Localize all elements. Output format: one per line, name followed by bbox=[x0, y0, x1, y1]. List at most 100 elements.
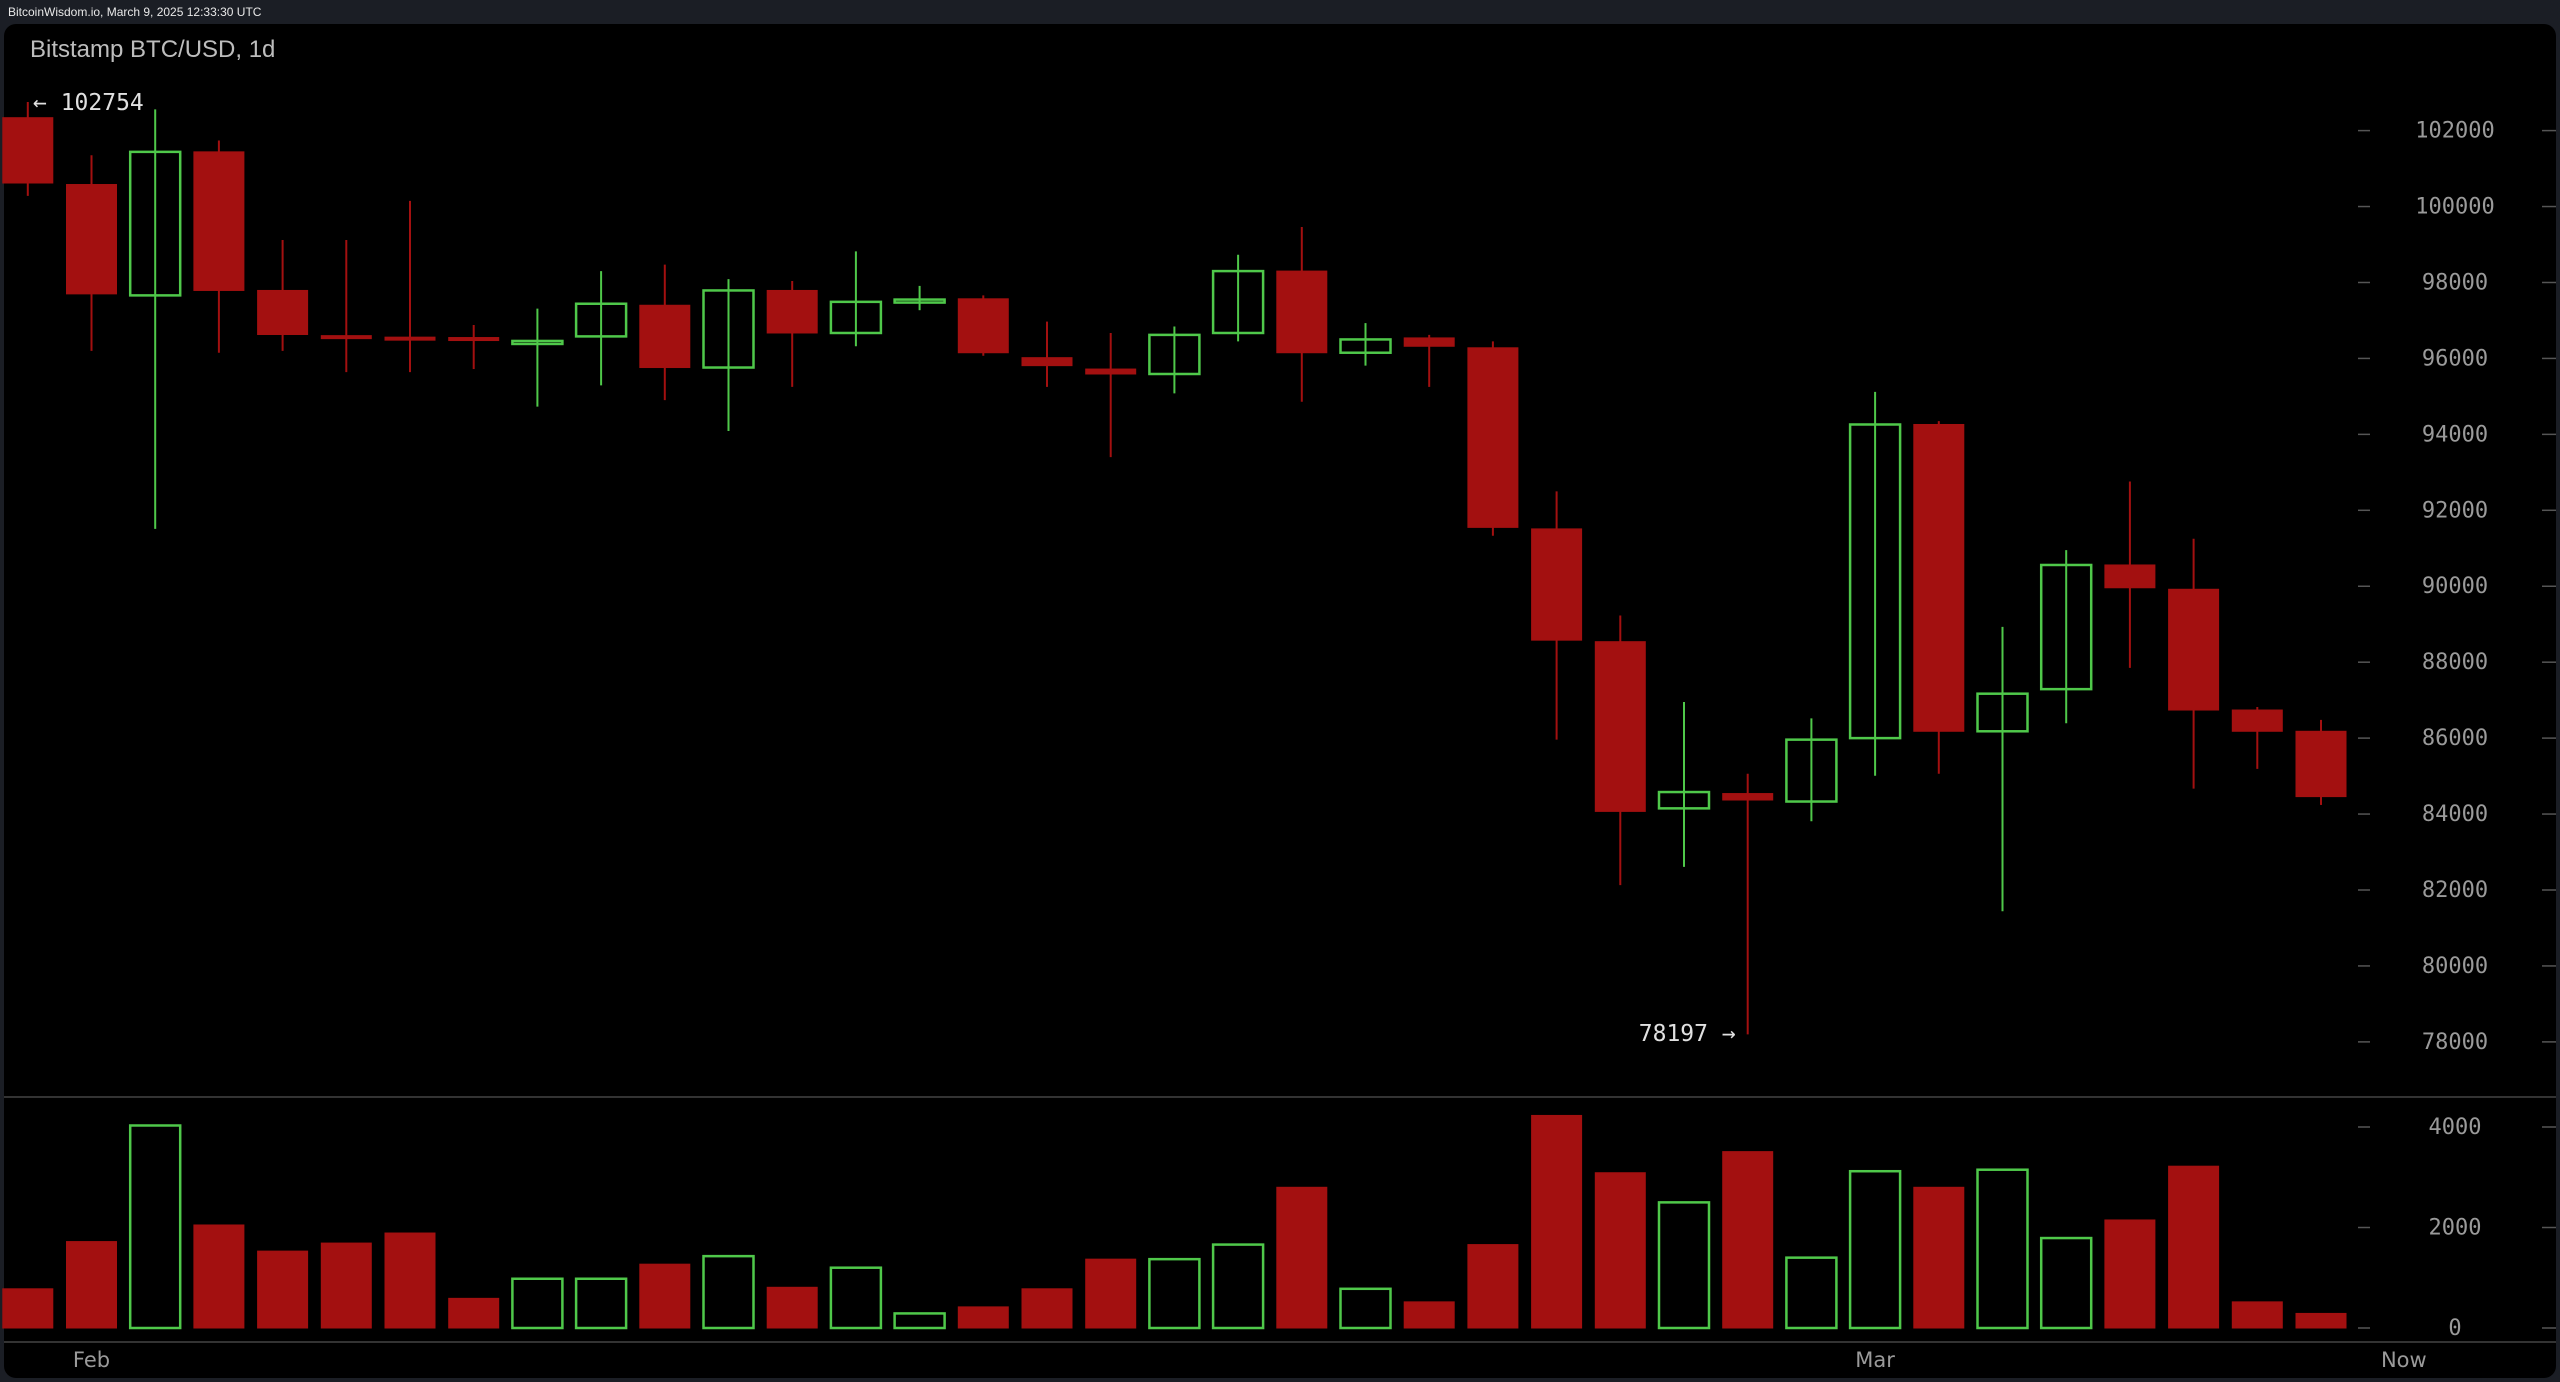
price-tick-label: 102000 bbox=[2415, 119, 2494, 144]
volume-bar-down bbox=[2104, 1219, 2156, 1329]
volume-bar-up bbox=[1976, 1168, 2029, 1330]
candle-body-down bbox=[193, 151, 245, 291]
price-tick-label: 96000 bbox=[2422, 346, 2488, 371]
x-tick-label-feb: Feb bbox=[73, 1348, 110, 1372]
candle-body-down bbox=[957, 298, 1009, 354]
price-tick-label: 88000 bbox=[2422, 650, 2488, 675]
candle-body-down bbox=[1594, 641, 1646, 812]
volume-bar-down bbox=[193, 1224, 245, 1329]
volume-bar-down bbox=[2168, 1165, 2220, 1329]
candle-body-down bbox=[1403, 337, 1455, 347]
high-price-annotation: ← 102754 bbox=[33, 90, 144, 116]
chart-panel bbox=[4, 24, 2556, 1378]
candle-body-down bbox=[2295, 730, 2347, 798]
volume-bar-up bbox=[128, 1124, 182, 1330]
candle-body-down bbox=[1722, 793, 1774, 801]
volume-tick-label: 4000 bbox=[2429, 1115, 2482, 1140]
candle-body-down bbox=[766, 289, 818, 334]
candle-body-down bbox=[448, 337, 500, 342]
volume-bar-up bbox=[1785, 1256, 1838, 1330]
x-tick-label-mar: Mar bbox=[1855, 1348, 1895, 1372]
candle-body-up bbox=[511, 339, 564, 346]
volume-tick-label: 0 bbox=[2448, 1316, 2461, 1341]
candle-body-down bbox=[66, 184, 117, 295]
price-tick-label: 80000 bbox=[2422, 954, 2488, 979]
candle-body-up bbox=[1785, 738, 1838, 803]
volume-bar-down bbox=[2, 1288, 54, 1329]
volume-bar-up bbox=[1211, 1243, 1265, 1330]
volume-bar-down bbox=[384, 1232, 436, 1329]
x-tick-label-now: Now bbox=[2381, 1348, 2427, 1372]
volume-bar-down bbox=[1913, 1186, 1965, 1329]
volume-tick-label: 2000 bbox=[2429, 1216, 2482, 1241]
volume-bar-up bbox=[893, 1312, 946, 1330]
candle-body-down bbox=[2168, 588, 2220, 711]
price-tick-label: 92000 bbox=[2422, 498, 2488, 523]
candle-body-down bbox=[384, 336, 436, 341]
volume-bar-down bbox=[1276, 1186, 1328, 1329]
candle-body-up bbox=[1657, 790, 1711, 810]
volume-bar-down bbox=[1531, 1114, 1583, 1329]
price-tick-label: 84000 bbox=[2422, 802, 2488, 827]
volume-bar-down bbox=[257, 1250, 309, 1329]
volume-bar-down bbox=[639, 1263, 691, 1329]
candle-body-up bbox=[1976, 692, 2029, 733]
candle-body-down bbox=[2, 117, 54, 184]
candle-body-down bbox=[639, 304, 691, 369]
candle-body-up bbox=[1339, 338, 1392, 354]
candle-body-up bbox=[1848, 423, 1902, 740]
volume-bar-up bbox=[1148, 1257, 1201, 1330]
price-tick-label: 100000 bbox=[2415, 195, 2494, 220]
volume-bar-down bbox=[2295, 1312, 2347, 1329]
price-tick-label: 94000 bbox=[2422, 422, 2488, 447]
volume-bar-down bbox=[766, 1286, 818, 1329]
candle-body-down bbox=[1467, 347, 1519, 528]
volume-bar-down bbox=[1021, 1288, 1073, 1329]
volume-bar-up bbox=[1848, 1169, 1902, 1330]
candle-body-up bbox=[1211, 269, 1265, 335]
candle-body-down bbox=[1531, 528, 1583, 641]
candle-body-up bbox=[128, 150, 182, 297]
volume-bar-up bbox=[702, 1254, 755, 1330]
volume-bar-down bbox=[1594, 1172, 1646, 1329]
price-tick-label: 98000 bbox=[2422, 270, 2488, 295]
candle-body-down bbox=[1913, 423, 1965, 732]
volume-bar-down bbox=[320, 1242, 372, 1329]
chart-title: Bitstamp BTC/USD, 1d bbox=[30, 36, 276, 63]
candle-body-down bbox=[1085, 368, 1137, 375]
volume-bar-down bbox=[957, 1306, 1009, 1329]
source-timestamp: BitcoinWisdom.io, March 9, 2025 12:33:30… bbox=[8, 5, 262, 19]
candle-body-down bbox=[2104, 564, 2156, 589]
candle-body-down bbox=[1276, 270, 1328, 354]
candle-body-down bbox=[320, 335, 372, 340]
low-price-annotation: 78197 → bbox=[1639, 1021, 1736, 1047]
candle-body-up bbox=[702, 289, 755, 369]
volume-bar-down bbox=[1722, 1151, 1774, 1329]
volume-bar-down bbox=[1085, 1258, 1137, 1329]
volume-bar-down bbox=[1403, 1301, 1455, 1329]
candle-body-up bbox=[574, 302, 628, 338]
volume-bar-down bbox=[66, 1241, 117, 1329]
volume-bar-down bbox=[1467, 1244, 1519, 1329]
candle-body-down bbox=[2231, 709, 2283, 732]
candle-body-up bbox=[829, 300, 883, 335]
volume-bar-up bbox=[1339, 1287, 1392, 1330]
candle-body-up bbox=[1148, 333, 1201, 376]
candle-body-down bbox=[1021, 357, 1073, 367]
price-tick-label: 82000 bbox=[2422, 878, 2488, 903]
volume-bar-up bbox=[574, 1277, 628, 1330]
candle-body-up bbox=[2039, 563, 2093, 691]
volume-bar-down bbox=[448, 1297, 500, 1329]
volume-bar-up bbox=[829, 1266, 883, 1330]
top-bar: BitcoinWisdom.io, March 9, 2025 12:33:30… bbox=[0, 0, 2560, 24]
volume-bar-up bbox=[2039, 1236, 2093, 1330]
candle-body-down bbox=[257, 289, 309, 335]
price-tick-label: 90000 bbox=[2422, 574, 2488, 599]
volume-bar-down bbox=[2231, 1301, 2283, 1329]
price-tick-label: 86000 bbox=[2422, 726, 2488, 751]
candle-body-up bbox=[893, 298, 946, 304]
volume-bar-up bbox=[511, 1277, 564, 1330]
volume-bar-up bbox=[1657, 1201, 1711, 1330]
price-tick-label: 78000 bbox=[2422, 1030, 2488, 1055]
